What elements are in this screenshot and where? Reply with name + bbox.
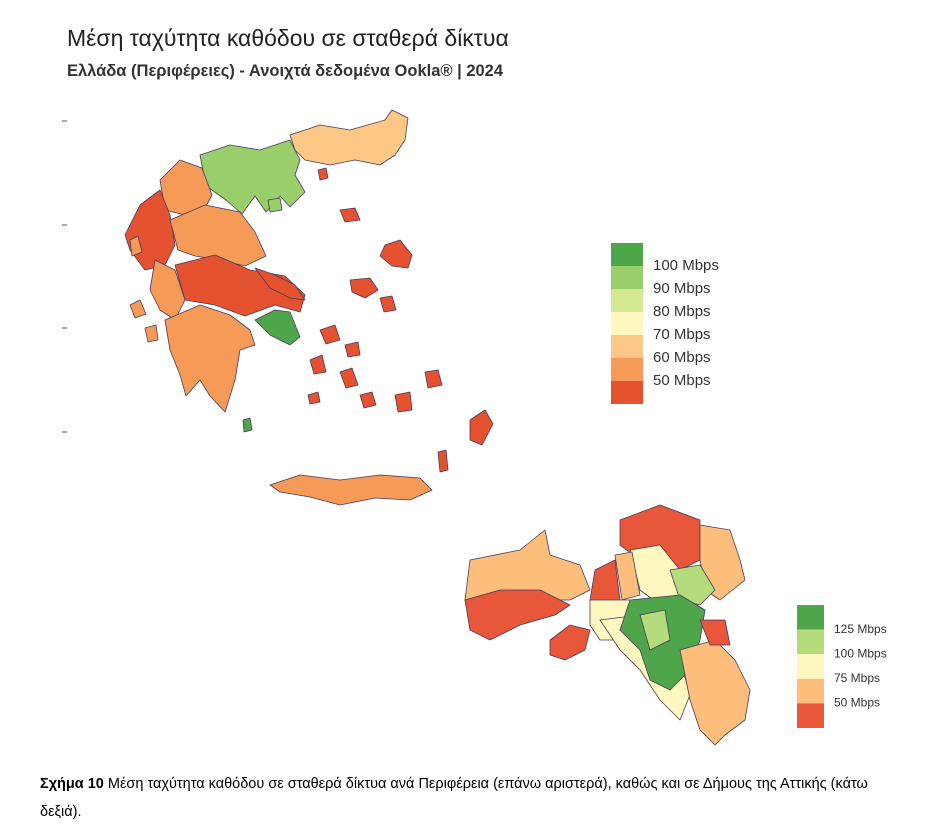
legend-label: 50 Mbps	[653, 372, 711, 389]
legend-label: 75 Mbps	[834, 671, 880, 685]
legend-swatch	[611, 381, 643, 404]
legend-swatch	[797, 678, 824, 704]
legend-swatch	[611, 266, 643, 289]
map-subtitle: Ελλάδα (Περιφέρειες) - Ανοιχτά δεδομένα …	[67, 62, 504, 80]
axis-ticks	[62, 120, 67, 433]
legend-label: 100 Mbps	[834, 646, 887, 660]
legend-swatch	[611, 289, 643, 312]
legend-swatch	[611, 335, 643, 358]
legend-swatch	[797, 605, 824, 630]
map-title: Μέση ταχύτητα καθόδου σε σταθερά δίκτυα	[67, 25, 509, 51]
legend-label: 50 Mbps	[834, 696, 880, 710]
legend-swatch	[797, 629, 824, 655]
greece-map	[124, 109, 494, 506]
legend-label: 100 Mbps	[653, 257, 719, 274]
legend-swatch	[611, 358, 643, 381]
legend-label: 80 Mbps	[653, 303, 711, 320]
legend-label: 90 Mbps	[653, 280, 711, 297]
figure-caption: Σχήμα 10 Μέση ταχύτητα καθόδου σε σταθερ…	[40, 770, 900, 826]
legend-label: 70 Mbps	[653, 326, 711, 343]
legend-attica: 125 Mbps 100 Mbps 75 Mbps 50 Mbps	[797, 605, 887, 728]
caption-label: Σχήμα 10	[40, 776, 104, 792]
legend-swatch	[797, 703, 824, 728]
legend-regions: 100 Mbps 90 Mbps 80 Mbps 70 Mbps 60 Mbps 50 M…	[611, 243, 719, 404]
legend-swatch	[797, 654, 824, 679]
legend-label: 60 Mbps	[653, 349, 711, 366]
figure: Μέση ταχύτητα καθόδου σε σταθερά δίκτυα …	[62, 25, 887, 746]
legend-swatch	[611, 312, 643, 335]
attica-map	[464, 504, 751, 746]
caption-text: Μέση ταχύτητα καθόδου σε σταθερά δίκτυα …	[40, 776, 868, 820]
legend-label: 125 Mbps	[834, 622, 887, 636]
legend-swatch	[611, 243, 643, 266]
